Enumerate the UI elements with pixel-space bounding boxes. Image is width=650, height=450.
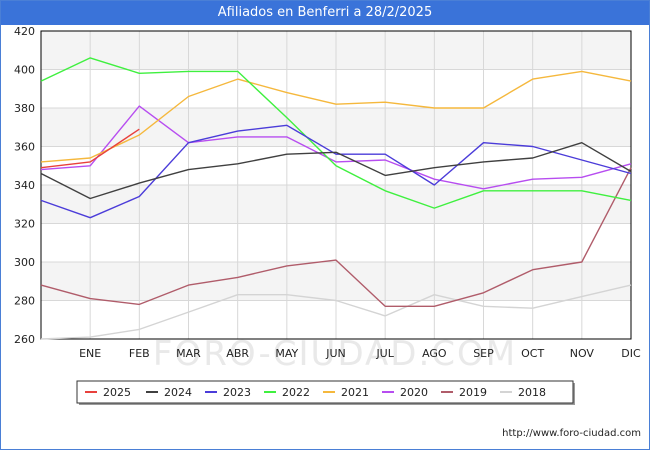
y-axis-ticks: 260 280 300 320 340 360 380 400 420 — [14, 25, 35, 346]
legend-label-2019: 2019 — [459, 386, 487, 399]
y-tick-label: 380 — [14, 102, 35, 115]
series-line-2023 — [40, 124, 632, 219]
x-tick-label: JUN — [325, 347, 346, 360]
legend-label-2025: 2025 — [103, 386, 131, 399]
x-tick-label: MAY — [275, 347, 298, 360]
x-tick-label: NOV — [570, 347, 595, 360]
y-tick-label: 320 — [14, 218, 35, 231]
x-tick-label: DIC — [621, 347, 641, 360]
series-line-2025 — [40, 128, 140, 169]
x-tick-label: SEP — [473, 347, 494, 360]
x-axis-ticks: ENE FEB MAR ABR MAY JUN JUL AGO SEP OCT NOV DIC — [79, 347, 641, 360]
series-line-2024 — [40, 141, 632, 200]
legend-label-2018: 2018 — [518, 386, 546, 399]
legend-label-2020: 2020 — [400, 386, 428, 399]
y-tick-label: 260 — [14, 333, 35, 346]
y-tick-label: 360 — [14, 141, 35, 154]
series-line-2020 — [40, 105, 632, 190]
plot-border — [40, 30, 632, 340]
y-tick-label: 340 — [14, 179, 35, 192]
x-tick-label: ENE — [79, 347, 101, 360]
legend-label-2024: 2024 — [164, 386, 192, 399]
x-tick-label: ABR — [226, 347, 249, 360]
legend: 2025 2024 2023 2022 2021 2020 2019 2018 — [76, 380, 575, 405]
series-line-2021 — [40, 70, 632, 163]
x-tick-label: FEB — [129, 347, 150, 360]
y-tick-label: 300 — [14, 256, 35, 269]
y-tick-label: 420 — [14, 25, 35, 38]
x-tick-label: AGO — [422, 347, 447, 360]
legend-label-2021: 2021 — [341, 386, 369, 399]
y-tick-label: 280 — [14, 295, 35, 308]
series-lines — [40, 57, 632, 340]
x-tick-label: MAR — [176, 347, 201, 360]
legend-label-2023: 2023 — [223, 386, 251, 399]
chart-title: Afiliados en Benferri a 28/2/2025 — [1, 1, 649, 25]
series-line-2018 — [40, 284, 632, 340]
watermark: FORO-CIUDAD.COM — [153, 334, 517, 374]
source-credit: http://www.foro-ciudad.com — [502, 428, 641, 439]
line-chart: FORO-CIUDAD.COM 260 280 300 320 340 360 380 400… — [14, 25, 641, 405]
series-line-2022 — [40, 57, 632, 209]
x-tick-label: OCT — [521, 347, 544, 360]
legend-label-2022: 2022 — [282, 386, 310, 399]
y-tick-label: 400 — [14, 64, 35, 77]
x-tick-label: JUL — [375, 347, 394, 360]
series-line-2019 — [40, 167, 632, 307]
